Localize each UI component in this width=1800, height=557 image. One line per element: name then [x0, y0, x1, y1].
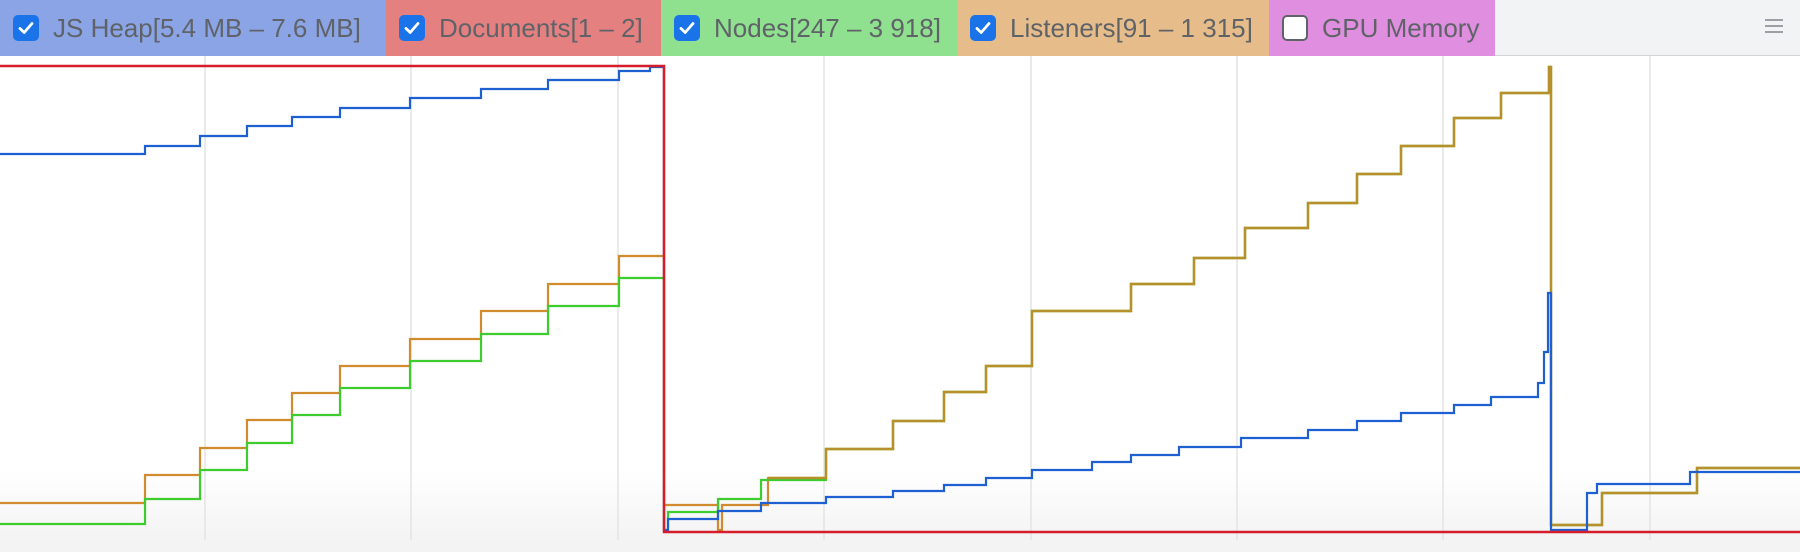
series-line-documents	[0, 64, 1800, 534]
series-line-overlap	[768, 65, 1800, 527]
listeners-checkbox[interactable]	[970, 15, 996, 41]
menu-icon[interactable]	[1762, 14, 1786, 38]
listeners-label: Listeners[91 – 1 315]	[1010, 12, 1253, 43]
js-heap-checkbox[interactable]	[13, 15, 39, 41]
memory-chart	[0, 56, 1800, 552]
counter-gpu-memory[interactable]: GPU Memory	[1269, 0, 1495, 56]
series-line-nodes	[0, 65, 1800, 532]
chart-grid	[204, 56, 1651, 540]
memory-chart-svg	[0, 56, 1800, 542]
js-heap-label: JS Heap[5.4 MB – 7.6 MB]	[53, 12, 361, 43]
checkmark-icon	[404, 22, 420, 34]
nodes-label: Nodes[247 – 3 918]	[714, 12, 941, 43]
checkmark-icon	[975, 22, 991, 34]
horizontal-scrollbar[interactable]	[0, 540, 1800, 552]
counter-js-heap[interactable]: JS Heap[5.4 MB – 7.6 MB]	[0, 0, 386, 56]
checkmark-icon	[18, 22, 34, 34]
series-line-js-heap	[0, 65, 1800, 532]
checkmark-icon	[679, 22, 695, 34]
chart-bottom-shade	[0, 470, 1800, 542]
documents-label: Documents[1 – 2]	[439, 12, 643, 43]
documents-checkbox[interactable]	[399, 15, 425, 41]
counter-listeners[interactable]: Listeners[91 – 1 315]	[957, 0, 1269, 56]
nodes-checkbox[interactable]	[674, 15, 700, 41]
series-line-listeners	[0, 65, 1800, 532]
chart-lines	[0, 64, 1800, 534]
counters-list: JS Heap[5.4 MB – 7.6 MB] Documents[1 – 2]…	[0, 0, 1495, 56]
gpu-memory-checkbox[interactable]	[1282, 15, 1308, 41]
counter-documents[interactable]: Documents[1 – 2]	[386, 0, 661, 56]
counter-nodes[interactable]: Nodes[247 – 3 918]	[661, 0, 957, 56]
gpu-memory-label: GPU Memory	[1322, 12, 1480, 43]
counters-toolbar: JS Heap[5.4 MB – 7.6 MB] Documents[1 – 2]…	[0, 0, 1800, 56]
